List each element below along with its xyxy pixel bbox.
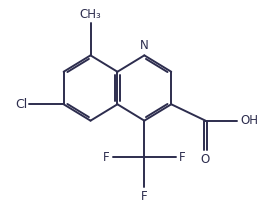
- Text: O: O: [201, 153, 210, 166]
- Text: N: N: [140, 39, 149, 52]
- Text: F: F: [141, 190, 148, 203]
- Text: Cl: Cl: [15, 98, 27, 111]
- Text: CH₃: CH₃: [80, 8, 101, 21]
- Text: F: F: [179, 151, 186, 164]
- Text: F: F: [103, 151, 110, 164]
- Text: OH: OH: [240, 114, 258, 127]
